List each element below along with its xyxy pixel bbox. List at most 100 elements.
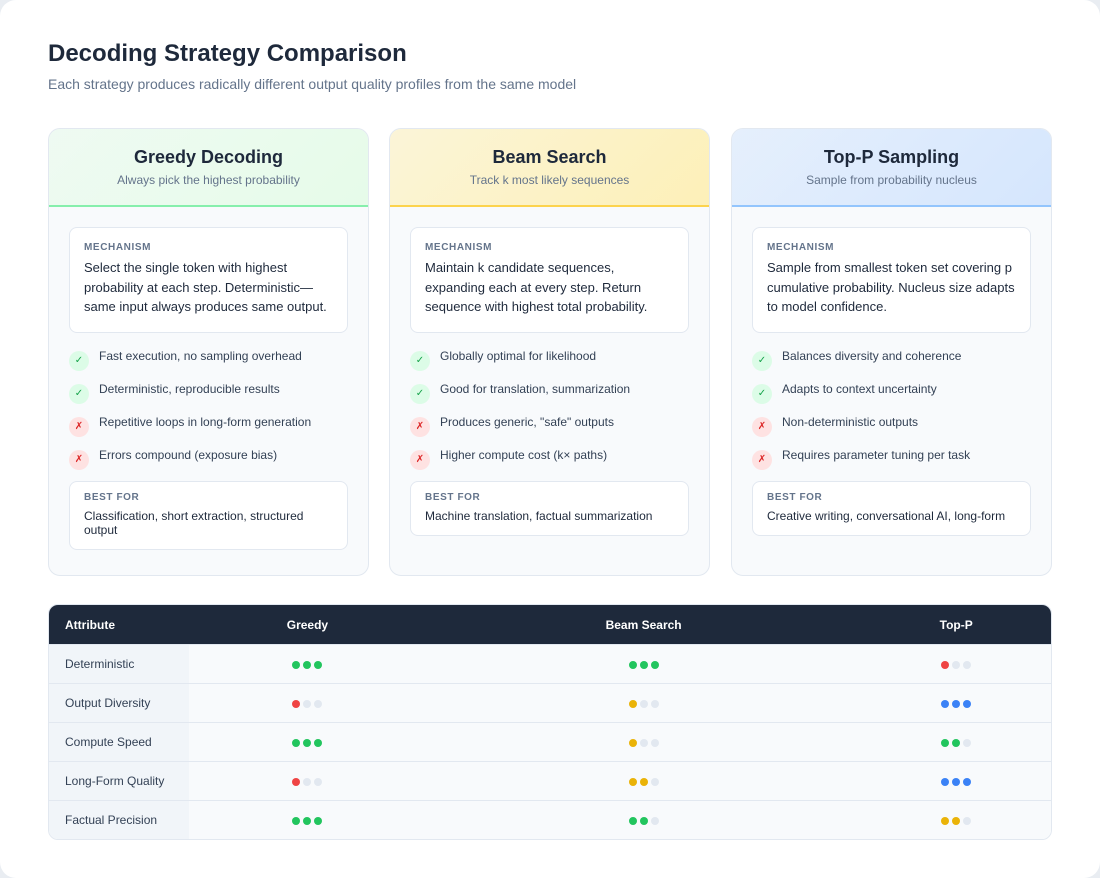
pro-item: ✓ Fast execution, no sampling overhead — [69, 349, 348, 382]
attribute-cell: Output Diversity — [49, 683, 189, 722]
comparison-table: Attribute Greedy Beam Search Top-P Deter… — [48, 604, 1052, 840]
cross-icon: ✗ — [410, 416, 430, 437]
header-greedy: Greedy — [189, 605, 426, 644]
check-icon: ✓ — [69, 350, 89, 371]
best-for-text: Creative writing, conversational AI, lon… — [767, 508, 1006, 523]
filled-rating-dot — [303, 816, 312, 825]
item-text: Deterministic, reproducible results — [99, 381, 280, 396]
card-title: Beam Search — [492, 147, 607, 167]
pros-cons-list: ✓ Globally optimal for likelihood ✓ Good fo… — [410, 349, 689, 481]
item-text: Adapts to context uncertainty — [782, 381, 937, 396]
item-text: Higher compute cost (k× paths) — [440, 447, 608, 462]
best-for-label: BEST FOR — [425, 491, 481, 503]
mechanism-label: MECHANISM — [767, 242, 835, 253]
filled-rating-dot — [628, 816, 637, 825]
con-item: ✗ Produces generic, "safe" outputs — [410, 415, 689, 448]
table-header-row: Attribute Greedy Beam Search Top-P — [49, 605, 1051, 644]
rating-cell — [425, 644, 862, 683]
card-title: Greedy Decoding — [133, 147, 284, 167]
item-text: Produces generic, "safe" outputs — [440, 414, 614, 429]
filled-rating-dot — [628, 738, 637, 747]
rating-cell — [861, 644, 1051, 683]
filled-rating-dot — [303, 738, 312, 747]
pro-item: ✓ Globally optimal for likelihood — [410, 349, 689, 382]
mechanism-box: MECHANISM Select the single token with h… — [69, 227, 348, 333]
header-beam-search: Beam Search — [425, 605, 862, 644]
con-item: ✗ Errors compound (exposure bias) — [69, 448, 348, 481]
rating-cell — [189, 761, 426, 800]
mechanism-label: MECHANISM — [84, 242, 152, 253]
rating-cell — [861, 800, 1051, 839]
item-text: Repetitive loops in long-form generation — [99, 414, 312, 429]
filled-rating-dot — [650, 660, 659, 669]
check-icon: ✓ — [410, 383, 430, 404]
empty-rating-dot — [303, 699, 312, 708]
cross-icon: ✗ — [752, 449, 772, 470]
strategy-card-greedy-decoding: Greedy Decoding Always pick the highest … — [48, 128, 369, 576]
pros-cons-list: ✓ Fast execution, no sampling overhead ✓ De… — [69, 349, 348, 481]
check-icon: ✓ — [410, 350, 430, 371]
rating-cell — [189, 722, 426, 761]
mechanism-text: Sample from smallest token set covering … — [767, 260, 1015, 314]
pros-cons-list: ✓ Balances diversity and coherence ✓ Adapts… — [752, 349, 1031, 481]
table-row: Factual Precision — [49, 800, 1051, 839]
empty-rating-dot — [963, 816, 972, 825]
best-for-box: BEST FOR Creative writing, conversationa… — [752, 480, 1031, 536]
card-header: Beam Search Track k most likely sequence… — [390, 129, 709, 207]
cross-icon: ✗ — [69, 416, 89, 437]
empty-rating-dot — [650, 699, 659, 708]
filled-rating-dot — [314, 738, 323, 747]
strategy-card-beam-search: Beam Search Track k most likely sequence… — [389, 128, 710, 576]
filled-rating-dot — [963, 699, 972, 708]
filled-rating-dot — [303, 660, 312, 669]
mechanism-box: MECHANISM Sample from smallest token set… — [752, 227, 1031, 333]
empty-rating-dot — [952, 660, 961, 669]
best-for-label: BEST FOR — [767, 491, 823, 503]
empty-rating-dot — [650, 816, 659, 825]
filled-rating-dot — [292, 660, 301, 669]
rating-cell — [189, 644, 426, 683]
card-subtitle: Track k most likely sequences — [469, 173, 630, 187]
empty-rating-dot — [314, 699, 323, 708]
item-text: Balances diversity and coherence — [782, 348, 962, 363]
con-item: ✗ Requires parameter tuning per task — [752, 448, 1031, 481]
empty-rating-dot — [963, 738, 972, 747]
best-for-text: Machine translation, factual summarizati… — [425, 508, 653, 523]
mechanism-text: Select the single token with highest pro… — [84, 260, 327, 314]
pro-item: ✓ Balances diversity and coherence — [752, 349, 1031, 382]
filled-rating-dot — [628, 660, 637, 669]
empty-rating-dot — [639, 699, 648, 708]
empty-rating-dot — [303, 777, 312, 786]
cross-icon: ✗ — [410, 449, 430, 470]
attribute-cell: Long-Form Quality — [49, 761, 189, 800]
header-attribute: Attribute — [49, 605, 189, 644]
filled-rating-dot — [639, 777, 648, 786]
empty-rating-dot — [650, 738, 659, 747]
header-top-p: Top-P — [861, 605, 1051, 644]
filled-rating-dot — [639, 816, 648, 825]
item-text: Non-deterministic outputs — [782, 414, 919, 429]
con-item: ✗ Higher compute cost (k× paths) — [410, 448, 689, 481]
page-subtitle: Each strategy produces radically differe… — [48, 76, 577, 92]
best-for-text: Classification, short extraction, struct… — [84, 508, 304, 537]
filled-rating-dot — [941, 816, 950, 825]
attribute-cell: Factual Precision — [49, 800, 189, 839]
mechanism-box: MECHANISM Maintain k candidate sequences… — [410, 227, 689, 333]
rating-cell — [425, 761, 862, 800]
mechanism-label: MECHANISM — [425, 242, 493, 253]
empty-rating-dot — [314, 777, 323, 786]
attribute-cell: Deterministic — [49, 644, 189, 683]
filled-rating-dot — [628, 699, 637, 708]
filled-rating-dot — [941, 660, 950, 669]
filled-rating-dot — [628, 777, 637, 786]
empty-rating-dot — [650, 777, 659, 786]
best-for-box: BEST FOR Machine translation, factual su… — [410, 480, 689, 536]
table-row: Output Diversity — [49, 683, 1051, 722]
filled-rating-dot — [952, 816, 961, 825]
rating-cell — [425, 722, 862, 761]
empty-rating-dot — [963, 660, 972, 669]
filled-rating-dot — [952, 777, 961, 786]
card-title: Top-P Sampling — [823, 147, 960, 167]
cross-icon: ✗ — [69, 449, 89, 470]
